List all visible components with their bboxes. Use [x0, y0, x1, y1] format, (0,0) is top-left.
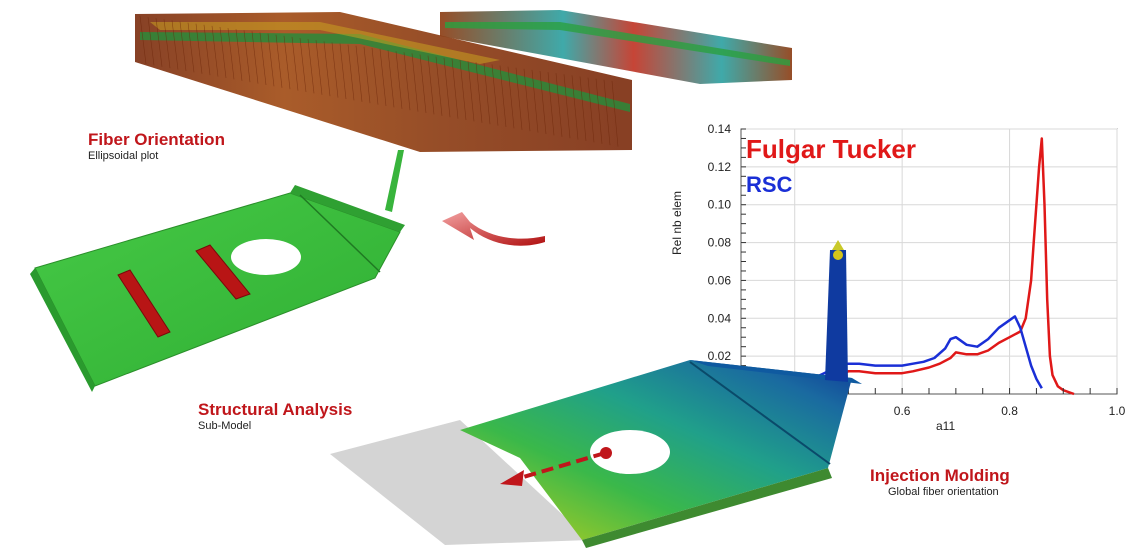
fiber-hatch-line	[171, 20, 179, 70]
fiber-hatch-line	[483, 63, 491, 125]
fiber-hatch-line	[611, 80, 619, 147]
legend-fulgar-tucker: Fulgar Tucker	[746, 134, 917, 164]
legend-rsc: RSC	[746, 172, 793, 197]
fiber-hatch-line	[555, 73, 563, 137]
fiber-hatch-line	[179, 21, 187, 72]
fiber-hatch-line	[315, 40, 323, 95]
submodel-arrow-icon	[500, 447, 612, 486]
fiber-hatch-line	[235, 29, 243, 81]
fiber-hatch-line	[227, 28, 235, 80]
fiber-hatch-line	[267, 33, 275, 87]
fiber-hatch-line	[363, 46, 371, 104]
fiber-orientation-title: Fiber Orientation	[88, 130, 225, 149]
fiber-hatch-line	[419, 54, 427, 114]
fiber-hatch-line	[531, 69, 539, 133]
injection-molding-label: Injection Molding Global fiber orientati…	[870, 466, 1010, 498]
fiber-hatch-line	[539, 70, 547, 135]
fiber-hatch-line	[147, 17, 155, 66]
fiber-ellipsoid-slab-left	[135, 12, 632, 152]
fiber-hatch-line	[547, 72, 555, 136]
chart-grid	[741, 128, 1118, 394]
fiber-hatch-line	[251, 31, 259, 84]
y-tick-label: 0.14	[708, 122, 732, 136]
fiber-hatch-line	[371, 47, 379, 105]
chart-plot-area	[740, 128, 1118, 395]
structural-analysis-title: Structural Analysis	[198, 400, 353, 419]
y-tick-label: 0.08	[708, 236, 732, 250]
series-line-fulgar-tucker	[789, 137, 1075, 396]
fiber-hatch-line	[203, 24, 211, 76]
fiber-hatch-line	[435, 56, 443, 116]
fiber-hatch-line	[467, 61, 475, 122]
fiber-hatch-line	[563, 74, 571, 139]
fiber-hatch-line	[603, 79, 611, 146]
structural-part	[30, 150, 405, 392]
fiber-hatch-line	[187, 22, 195, 73]
fiber-hatch-line	[291, 36, 299, 91]
fiber-hatch-line	[275, 34, 283, 88]
fiber-hatch-line	[571, 75, 579, 140]
fiber-hatch-line	[283, 35, 291, 90]
fiber-hatch-line	[259, 32, 267, 86]
fiber-hatch-line	[339, 43, 347, 100]
fiber-hatch-line	[499, 65, 507, 128]
y-tick-label: 0.02	[708, 349, 732, 363]
fiber-hatch-line	[443, 57, 451, 118]
fiber-orientation-subtitle: Ellipsoidal plot	[88, 150, 159, 162]
orientation-chart: 0.40.60.81.00.020.040.060.080.100.120.14	[708, 122, 1126, 418]
fiber-hatch-line	[379, 48, 387, 107]
fiber-hatch-line	[163, 19, 171, 69]
fiber-hatch-line	[507, 66, 515, 129]
y-tick-label: 0.10	[708, 198, 732, 212]
y-axis-label: Rel nb elem	[670, 190, 684, 255]
fiber-hatch-line	[459, 59, 467, 121]
fiber-hatch-line	[411, 53, 419, 112]
fiber-hatch-line	[427, 55, 435, 115]
fiber-hatch-line	[195, 23, 203, 74]
x-tick-label: 1.0	[1109, 404, 1126, 418]
fiber-orientation-label: Fiber Orientation Ellipsoidal plot	[88, 130, 225, 162]
fiber-hatch-line	[387, 50, 395, 108]
y-tick-label: 0.06	[708, 273, 732, 287]
chart-ticks: 0.40.60.81.00.020.040.060.080.100.120.14	[708, 122, 1126, 418]
x-tick-label: 0.6	[894, 404, 911, 418]
fiber-hatch-line	[451, 58, 459, 119]
fiber-hatch-line	[139, 15, 147, 65]
structural-analysis-subtitle: Sub-Model	[198, 420, 252, 432]
fiber-hatch-line	[211, 25, 219, 77]
fiber-hatch-line	[515, 67, 523, 130]
fiber-hatch-line	[491, 64, 499, 126]
fiber-ellipsoid-slab-right	[440, 10, 792, 84]
fiber-hatch-line	[331, 42, 339, 98]
fiber-hatch-line	[347, 44, 355, 101]
fiber-hatch-line	[395, 51, 403, 109]
y-tick-label: 0.04	[708, 311, 732, 325]
injection-molding-subtitle: Global fiber orientation	[888, 486, 999, 498]
fiber-hatch-line	[307, 39, 315, 94]
fiber-hatch-line	[299, 37, 307, 93]
fiber-hatch-line	[403, 52, 411, 111]
fiber-hatch-line	[155, 18, 163, 67]
fiber-hatch-line	[595, 78, 603, 144]
curved-arrow-icon	[442, 212, 545, 246]
fiber-hatch-line	[587, 77, 595, 143]
structural-analysis-label: Structural Analysis Sub-Model	[198, 400, 352, 432]
injection-part	[330, 240, 862, 548]
fiber-hatch-line	[219, 26, 227, 79]
injection-molding-title: Injection Molding	[870, 466, 1010, 485]
x-tick-label: 0.8	[1001, 404, 1018, 418]
fiber-hatch-line	[523, 68, 531, 132]
fiber-hatch-line	[243, 30, 251, 83]
fiber-hatch-line	[355, 45, 363, 102]
x-axis-label: a11	[936, 419, 956, 433]
fiber-hatch-line	[475, 62, 483, 123]
y-tick-label: 0.12	[708, 160, 732, 174]
fiber-hatch-line	[579, 76, 587, 142]
fiber-hatch-line	[323, 41, 331, 97]
